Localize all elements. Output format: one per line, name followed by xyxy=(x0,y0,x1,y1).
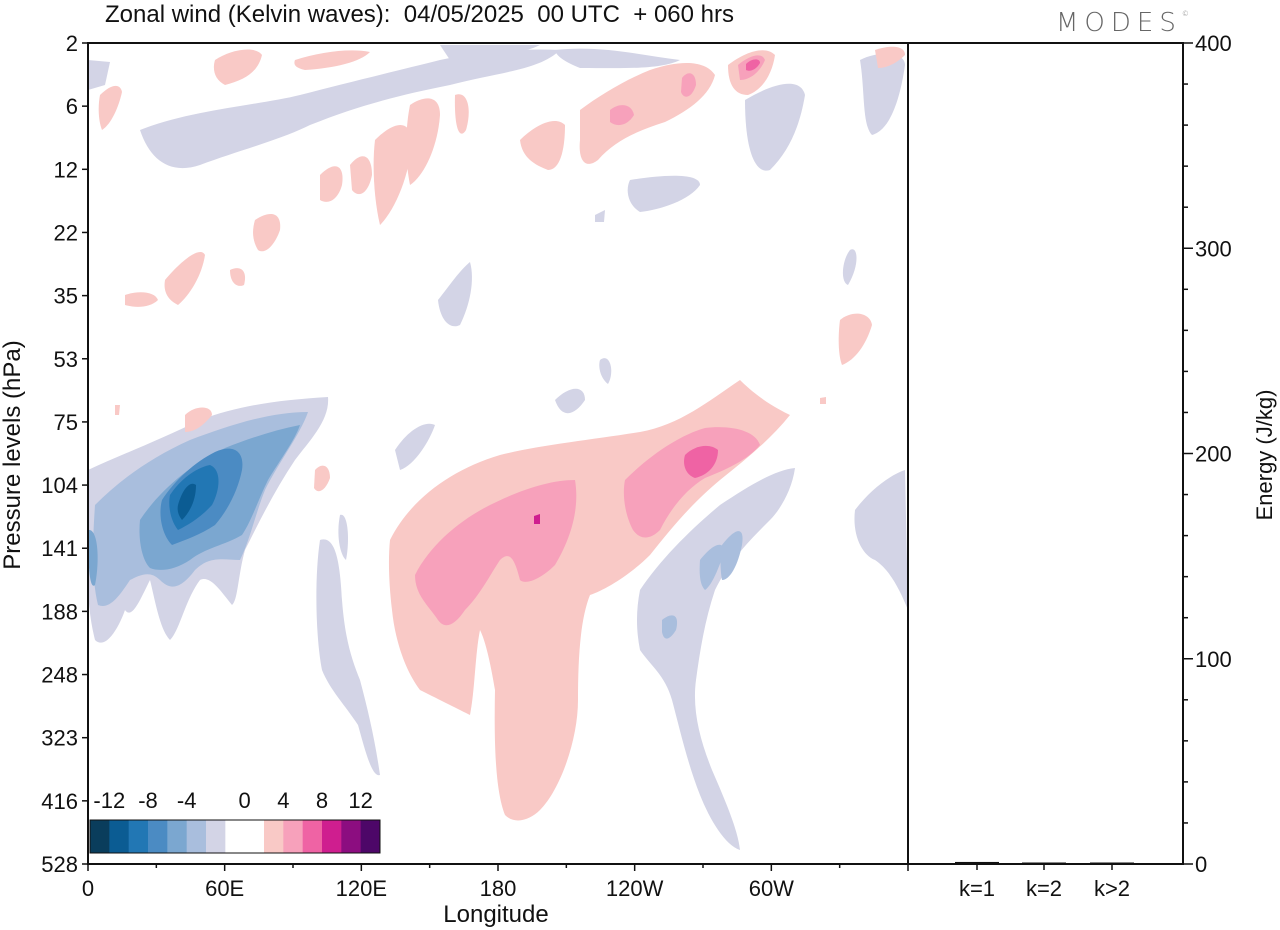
colorbar-cell xyxy=(322,820,342,853)
energy-x-tick-label: k=1 xyxy=(959,876,995,901)
energy-y-axis-label: Energy (J/kg) xyxy=(1252,390,1277,521)
colorbar-label: 0 xyxy=(239,788,251,813)
colorbar-label: 12 xyxy=(348,788,372,813)
colorbar-cell xyxy=(109,820,130,853)
y-tick-label: 188 xyxy=(41,599,78,624)
y-tick-label: 6 xyxy=(66,94,78,119)
colorbar-cell xyxy=(360,820,381,853)
energy-bar xyxy=(1022,862,1066,864)
heatmap-y-ticks: 2 6 12 22 35 53 75 104 141 188 248 323 416 528 xyxy=(41,31,88,877)
brand-logo: MODES© xyxy=(1056,8,1189,38)
colorbar-cell xyxy=(225,820,246,853)
colorbar-label: 8 xyxy=(316,788,328,813)
pos-region-central xyxy=(388,380,790,821)
x-tick-label: 120E xyxy=(336,876,387,901)
neg-region-east xyxy=(637,468,908,850)
colorbar: -12 -8 -4 0 4 8 12 xyxy=(89,788,381,854)
x-tick-label: 60E xyxy=(205,876,244,901)
y-tick-label: 104 xyxy=(41,473,78,498)
y-tick-label: 323 xyxy=(41,726,78,751)
colorbar-cell xyxy=(128,820,149,853)
pos-region-upper xyxy=(98,46,905,492)
colorbar-cell xyxy=(167,820,188,853)
energy-bar xyxy=(955,861,999,864)
colorbar-cell xyxy=(244,820,265,853)
colorbar-cells xyxy=(90,820,381,853)
energy-y-tick-label: 300 xyxy=(1195,236,1232,261)
energy-x-ticks: k=1 k=2 k>2 xyxy=(959,864,1130,901)
energy-x-tick-label: k>2 xyxy=(1094,876,1130,901)
colorbar-cell xyxy=(186,820,207,853)
x-tick-label: 120W xyxy=(606,876,664,901)
colorbar-cell xyxy=(206,820,226,853)
x-tick-label: 180 xyxy=(480,876,517,901)
page-title: Zonal wind (Kelvin waves): 04/05/2025 00… xyxy=(105,1,734,28)
energy-y-ticks: 0 100 200 300 400 xyxy=(1183,31,1232,877)
neg-region-upper xyxy=(88,45,905,470)
energy-y-tick-label: 0 xyxy=(1195,852,1207,877)
x-tick-label: 0 xyxy=(82,876,94,901)
y-tick-label: 75 xyxy=(54,410,78,435)
colorbar-frame xyxy=(89,819,381,854)
energy-y-tick-label: 100 xyxy=(1195,647,1232,672)
pos-region-upper-mid xyxy=(610,55,765,126)
y-tick-label: 528 xyxy=(41,852,78,877)
x-tick-label: 60W xyxy=(749,876,794,901)
heatmap-field xyxy=(88,45,908,850)
neg-region-west xyxy=(88,397,329,643)
energy-panel: 0 100 200 300 400 k=1 k=2 k>2 Energy (J/kg) xyxy=(907,31,1277,901)
heatmap-x-ticks: 0 60E 120E 180 120W 60W xyxy=(82,864,909,901)
y-tick-label: 12 xyxy=(54,157,78,182)
energy-y-tick-label: 200 xyxy=(1195,442,1232,467)
copyright-icon: © xyxy=(1181,10,1189,18)
y-tick-label: 141 xyxy=(41,536,78,561)
y-tick-label: 35 xyxy=(54,284,78,309)
energy-x-tick-label: k=2 xyxy=(1026,876,1062,901)
colorbar-label: -8 xyxy=(138,788,158,813)
colorbar-cell xyxy=(302,820,323,853)
heatmap-axes: 2 6 12 22 35 53 75 104 141 188 248 323 416 528 0 60E 12… xyxy=(0,31,909,928)
colorbar-cell xyxy=(90,820,110,853)
y-tick-label: 416 xyxy=(41,789,78,814)
colorbar-label: -12 xyxy=(93,788,125,813)
colorbar-label: -4 xyxy=(177,788,197,813)
energy-panel-frame xyxy=(907,42,1184,865)
x-axis-label: Longitude xyxy=(443,901,548,928)
colorbar-label: 4 xyxy=(277,788,289,813)
y-tick-label: 22 xyxy=(54,220,78,245)
y-tick-label: 248 xyxy=(41,663,78,688)
y-tick-label: 53 xyxy=(54,347,78,372)
colorbar-cell xyxy=(283,820,304,853)
colorbar-cell xyxy=(148,820,168,853)
y-tick-label: 2 xyxy=(66,31,78,56)
colorbar-labels: -12 -8 -4 0 4 8 12 xyxy=(93,788,372,813)
energy-y-tick-label: 400 xyxy=(1195,31,1232,56)
brand-text: MODES xyxy=(1056,8,1182,38)
neg-region-central xyxy=(316,514,380,776)
y-axis-label: Pressure levels (hPa) xyxy=(0,340,26,569)
colorbar-cell xyxy=(341,820,362,853)
energy-bars xyxy=(955,861,1134,864)
energy-bar xyxy=(1090,862,1134,864)
colorbar-cell xyxy=(264,820,284,853)
